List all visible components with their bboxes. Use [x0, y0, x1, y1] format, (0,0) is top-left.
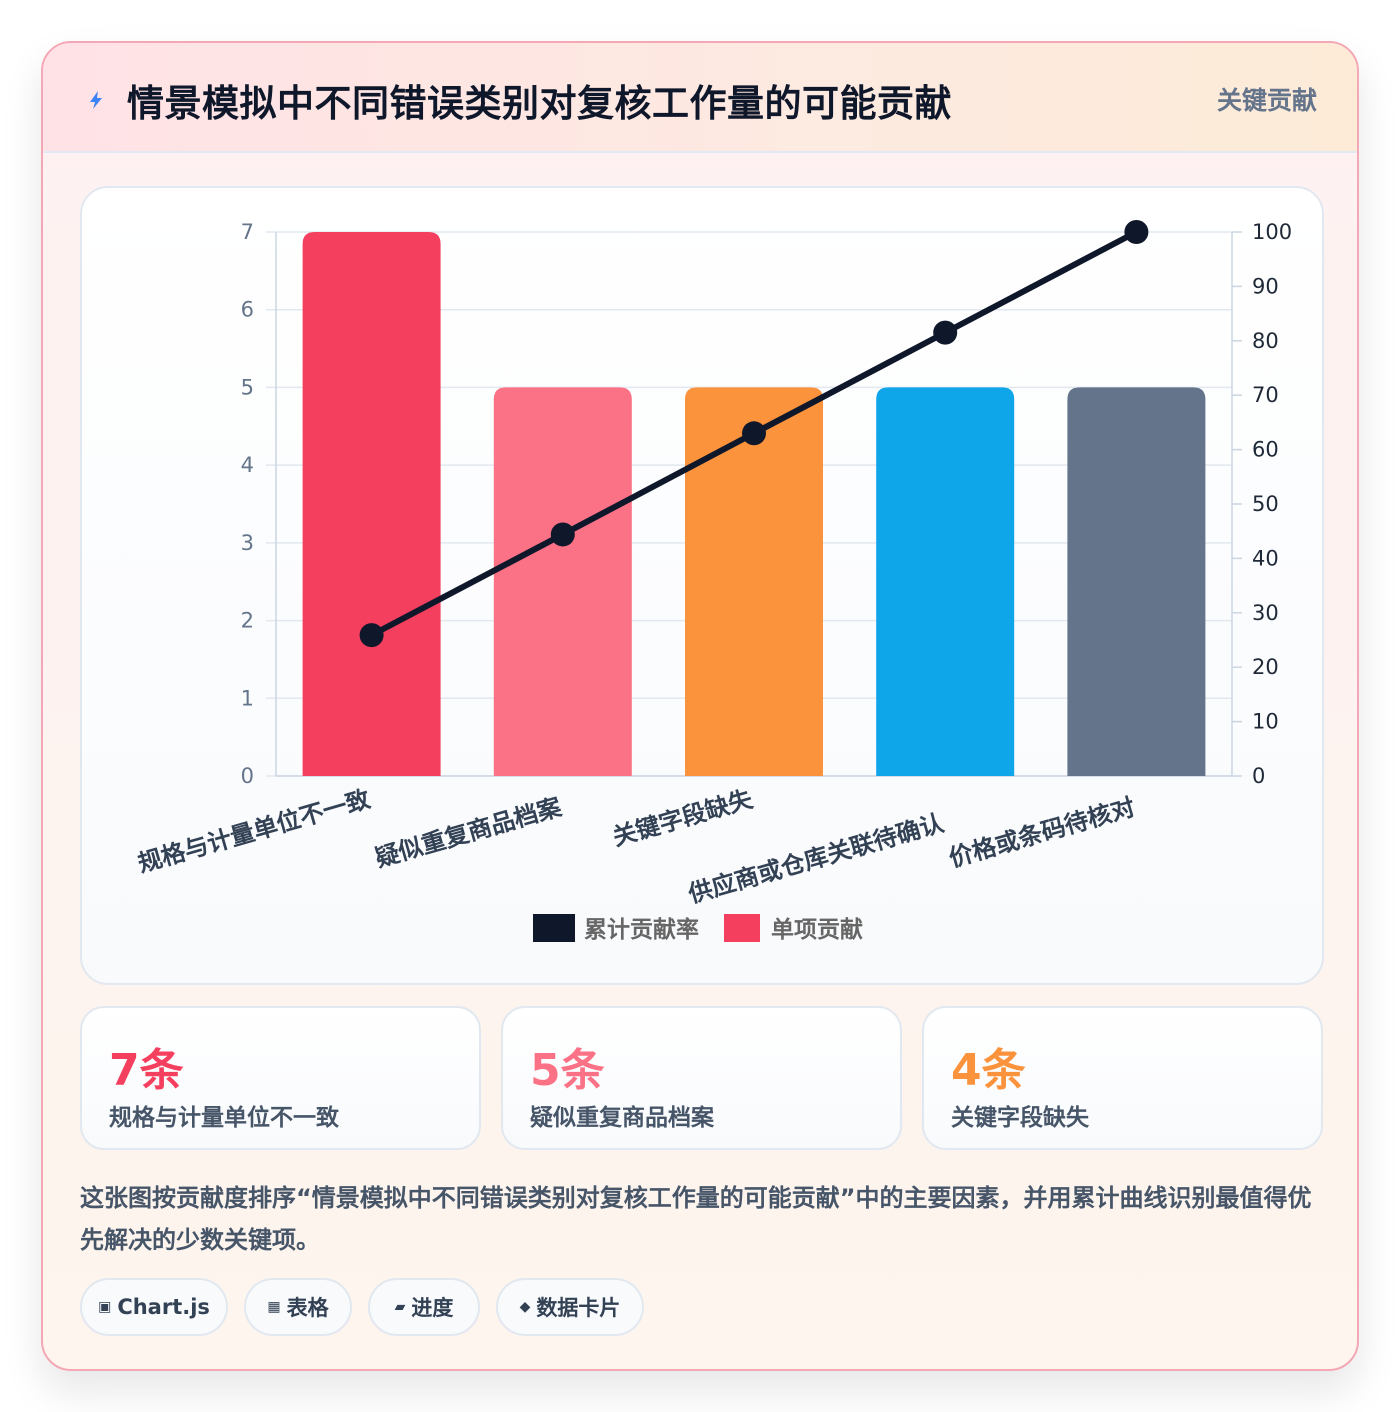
chart-panel: 0 1 2 3 4 5 6 7 0 10 20 30 40 50 60 70 80 90 100 规格与计量单位不一致… [80, 186, 1324, 985]
y-right-tick-label: 0 [1252, 764, 1265, 788]
legend-label: 单项贡献 [771, 917, 863, 943]
line-point [550, 522, 575, 547]
y-right-tick-label: 50 [1252, 492, 1279, 516]
table-icon: ▦ [267, 1299, 281, 1315]
stat-card: 4条 关键字段缺失 [922, 1006, 1323, 1150]
y-right-tick-label: 100 [1252, 220, 1292, 244]
diamond-icon: ◆ [519, 1299, 531, 1315]
stat-label: 疑似重复商品档案 [530, 1105, 714, 1131]
stat-card: 5条 疑似重复商品档案 [501, 1006, 902, 1150]
y-right-tick-label: 80 [1252, 329, 1279, 353]
legend-swatch-single [724, 914, 760, 942]
x-category-label: 供应商或仓库关联待确认 [684, 809, 946, 909]
lightning-bolt-icon [90, 91, 102, 109]
tag-label: 进度 [411, 1296, 454, 1320]
line-point [1124, 220, 1149, 244]
tag-label: 表格 [286, 1296, 329, 1320]
y-right-tick-label: 20 [1252, 655, 1279, 679]
x-category-label: 关键字段缺失 [610, 785, 757, 852]
stat-cards: 7条 规格与计量单位不一致 5条 疑似重复商品档案 4条 关键字段缺失 [80, 1006, 1324, 1150]
y-left-tick-label: 2 [241, 609, 254, 633]
stat-value: 5条 [530, 1045, 605, 1096]
progress-icon: ▰ [394, 1299, 406, 1315]
y-right-tick-label: 10 [1252, 710, 1279, 734]
bar [302, 232, 441, 776]
legend-label: 累计贡献率 [584, 916, 699, 943]
bar [493, 387, 632, 776]
y-left-tick-label: 0 [241, 764, 254, 788]
stat-value: 7条 [109, 1045, 184, 1096]
bar [876, 387, 1015, 776]
y-left-tick-label: 4 [241, 453, 254, 477]
y-right-tick-label: 30 [1252, 601, 1279, 625]
tag-progress[interactable]: ▰ 进度 [368, 1278, 480, 1336]
y-left-tick-label: 6 [241, 298, 254, 322]
legend-swatch-cumulative [533, 914, 575, 942]
square-icon: ▣ [98, 1299, 112, 1315]
tag-chartjs[interactable]: ▣ Chart.js [80, 1278, 228, 1336]
card-title: 情景模拟中不同错误类别对复核工作量的可能贡献 [127, 82, 952, 125]
y-left-tick-label: 1 [241, 686, 254, 710]
tag-list: ▣ Chart.js ▦ 表格 ▰ 进度 ◆ 数据卡片 [80, 1278, 1330, 1336]
y-right-tick-label: 70 [1252, 383, 1279, 407]
stat-label: 规格与计量单位不一致 [109, 1105, 339, 1131]
tag-label: Chart.js [117, 1295, 210, 1319]
bar [685, 387, 823, 776]
y-left-tick-label: 3 [241, 531, 254, 555]
y-right-tick-label: 60 [1252, 438, 1279, 462]
line-point [359, 623, 384, 648]
tag-data-card[interactable]: ◆ 数据卡片 [496, 1278, 644, 1336]
stat-card: 7条 规格与计量单位不一致 [80, 1006, 481, 1150]
stat-value: 4条 [951, 1045, 1026, 1096]
x-category-label: 规格与计量单位不一致 [135, 785, 374, 878]
card-header: 情景模拟中不同错误类别对复核工作量的可能贡献 关键贡献 [43, 43, 1357, 153]
pareto-chart: 012345670102030405060708090100规格与计量单位不一致… [135, 220, 1292, 943]
chart-card: 情景模拟中不同错误类别对复核工作量的可能贡献 关键贡献 0 1 2 3 4 5 6 7 0 10 2… [41, 41, 1359, 1371]
header-badge: 关键贡献 [1216, 86, 1317, 115]
line-point [742, 421, 766, 446]
tag-label: 数据卡片 [536, 1296, 621, 1320]
x-category-label: 疑似重复商品档案 [372, 793, 565, 873]
y-left-tick-label: 5 [241, 375, 254, 399]
y-right-tick-label: 40 [1252, 546, 1279, 570]
y-right-tick-label: 90 [1252, 274, 1279, 298]
bar [1067, 387, 1206, 776]
y-left-tick-label: 7 [241, 220, 254, 244]
line-point [933, 320, 958, 345]
tag-table[interactable]: ▦ 表格 [244, 1278, 352, 1336]
x-category-label: 价格或条码待核对 [946, 793, 1138, 873]
stat-label: 关键字段缺失 [951, 1105, 1089, 1131]
chart-description: 这张图按贡献度排序“情景模拟中不同错误类别对复核工作量的可能贡献”中的主要因素，… [80, 1184, 1312, 1254]
